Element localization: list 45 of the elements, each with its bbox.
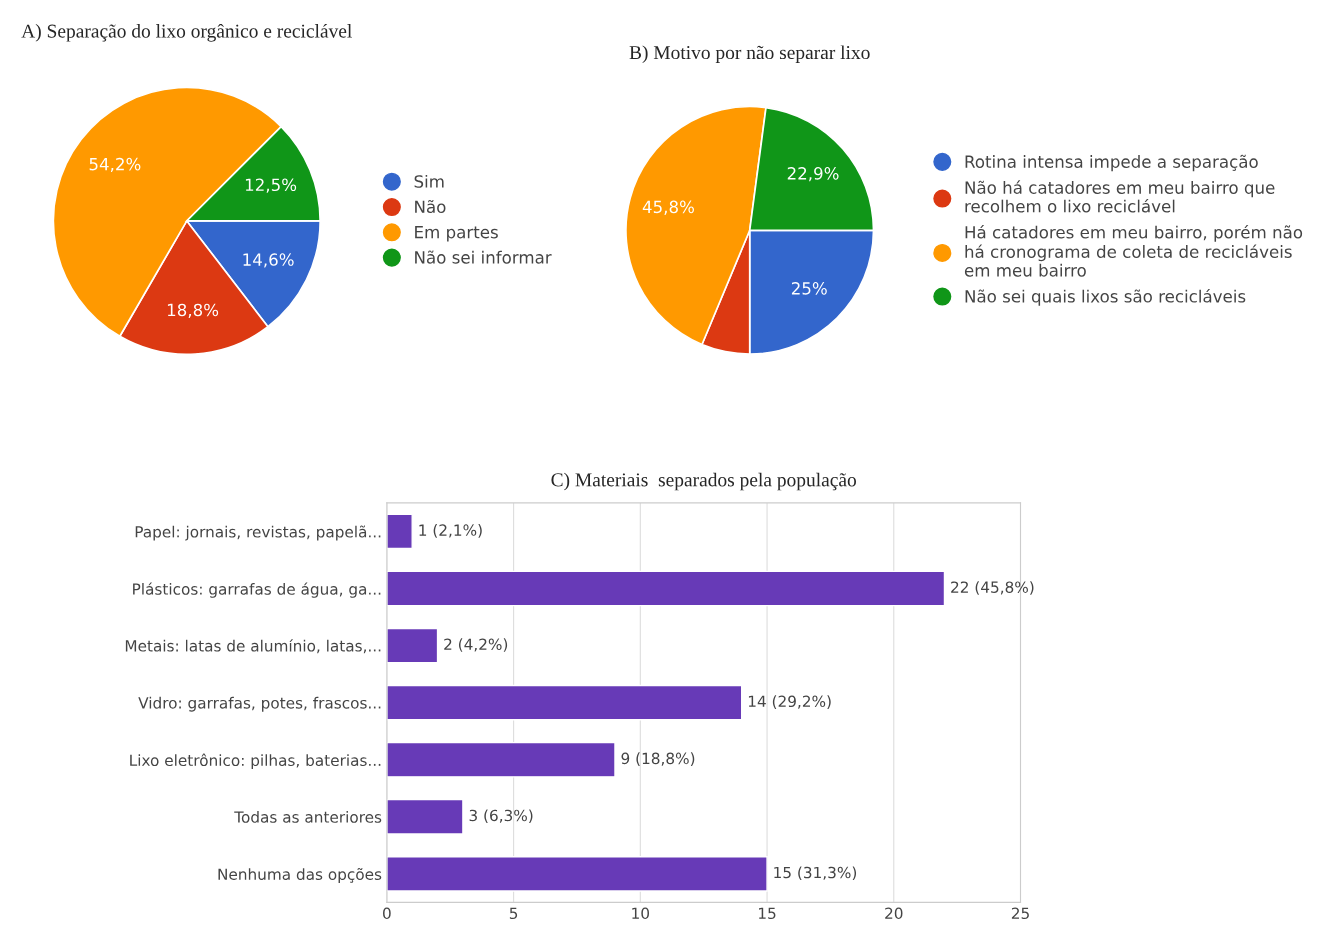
- data-label: 1 (2,1%): [419, 524, 482, 538]
- chart-title: C) Materiais separados pela população: [551, 472, 856, 491]
- bar: [386, 684, 743, 721]
- data-label: 45,8%: [642, 200, 694, 215]
- data-label: 2 (4,2%): [444, 638, 508, 652]
- x-tick-label: 25: [1011, 907, 1029, 920]
- chart-title: A) Separação do lixo orgânico e reciclável: [21, 23, 352, 42]
- y-tick-label: Plásticos: garrafas de água, ga...: [133, 582, 381, 598]
- legend-label: Não sei informar: [415, 250, 552, 264]
- legend-label: Rotina intensa impede a separação: [965, 154, 1258, 172]
- legend-label: Não há catadores em meu bairro que recolhem o lixo reciclável: [965, 180, 1275, 213]
- x-tick-label: 0: [383, 907, 391, 920]
- data-label: 54,2%: [89, 157, 141, 173]
- legend-label: Não sei quais lixos são recicláveis: [965, 289, 1246, 306]
- data-label: 14 (29,2%): [748, 695, 831, 709]
- data-label: 14,6%: [243, 253, 294, 268]
- y-tick-label: Papel: jornais, revistas, papelã...: [135, 525, 381, 541]
- bar: [386, 513, 413, 550]
- data-label: 22,9%: [787, 167, 839, 182]
- bar: [386, 798, 464, 835]
- data-label: 3 (6,3%): [469, 809, 533, 824]
- x-tick-label: 5: [509, 907, 518, 920]
- y-tick-label: Todas as anteriores: [234, 810, 382, 823]
- chart-title: B) Motivo por não separar lixo: [629, 45, 870, 64]
- y-tick-label: Metais: latas de alumínio, latas,...: [125, 639, 381, 654]
- legend-label: Não: [415, 199, 446, 214]
- data-label: 22 (45,8%): [951, 581, 1034, 595]
- data-label: 12,5%: [245, 178, 297, 193]
- data-label: 15 (31,3%): [774, 866, 857, 881]
- bar: [386, 741, 616, 778]
- bar: [386, 856, 768, 892]
- data-label: 18,8%: [167, 303, 219, 318]
- y-tick-label: Nenhuma das opções: [218, 867, 382, 883]
- data-label: 25%: [791, 282, 827, 295]
- x-tick-label: 20: [885, 907, 903, 920]
- bar: [386, 570, 946, 607]
- y-tick-label: Lixo eletrônico: pilhas, baterias...: [130, 753, 381, 770]
- bar: [386, 627, 439, 664]
- x-tick-label: 15: [759, 907, 776, 920]
- legend-label: Sim: [414, 174, 444, 188]
- legend-label: Em partes: [415, 226, 498, 242]
- y-tick-label: Vidro: garrafas, potes, frascos...: [138, 696, 381, 712]
- legend-label: Há catadores em meu bairro, porém não há cronograma de coleta de recicláveis em meu bairro: [964, 224, 1303, 277]
- data-label: 9 (18,8%): [621, 752, 695, 766]
- x-tick-label: 10: [632, 907, 650, 920]
